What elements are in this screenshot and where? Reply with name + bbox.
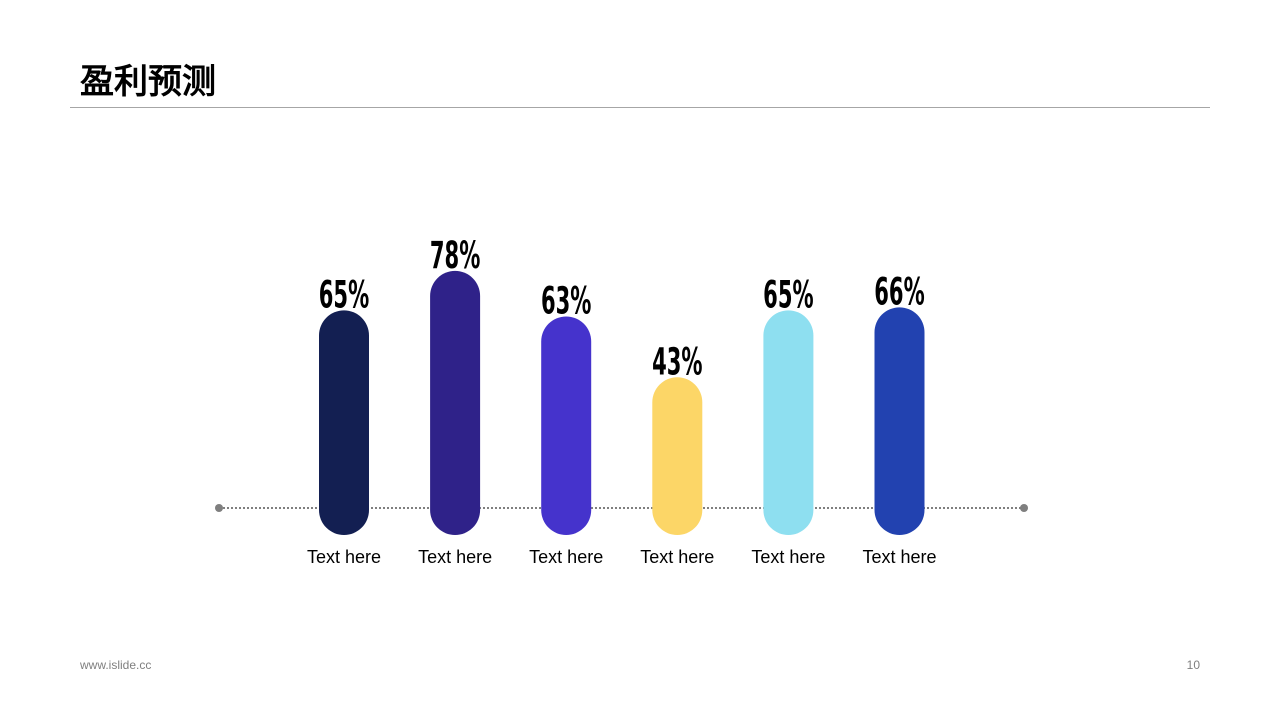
baseline-left-dot [215,504,223,512]
page-number: 10 [1186,658,1200,672]
category-label-6: Text here [862,547,936,567]
data-label-3: 63% [541,280,591,323]
category-label-4: Text here [640,547,714,567]
category-label-1: Text here [307,547,381,567]
footer-url[interactable]: www.islide.cc [80,658,152,672]
bar-5 [763,310,814,535]
title-divider [70,107,1210,108]
chart-data-labels: 65% 78% 63% 43% 65% 66% [319,235,925,385]
bar-3 [541,316,592,535]
chart-bars [319,270,925,535]
bar-6 [874,307,925,535]
category-label-2: Text here [418,547,492,567]
chart-baseline [215,504,1028,512]
data-label-6: 66% [874,271,924,314]
data-label-1: 65% [319,274,369,317]
baseline-right-dot [1020,504,1028,512]
chart-category-labels: Text here Text here Text here Text here Text… [307,547,937,567]
slide-title: 盈利预测 [80,62,216,102]
data-label-4: 43% [652,341,702,384]
data-label-5: 65% [763,274,813,317]
category-label-5: Text here [751,547,825,567]
data-label-2: 78% [430,235,480,278]
bar-4 [652,377,703,535]
category-label-3: Text here [529,547,603,567]
bar-2 [430,270,481,535]
bar-1 [319,310,369,535]
